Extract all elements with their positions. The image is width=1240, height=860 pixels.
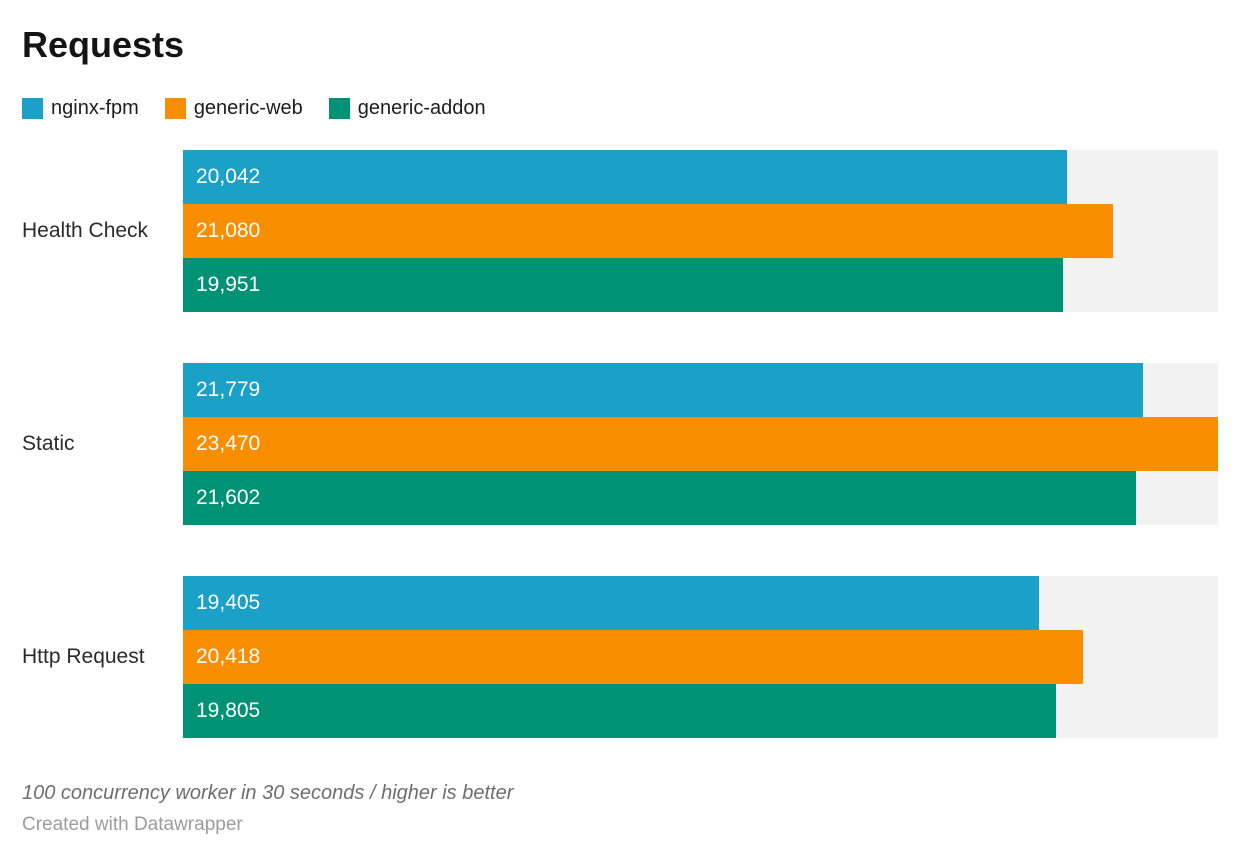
bar-value-label: 20,042	[196, 165, 261, 188]
bar-generic-web: 21,080	[183, 204, 1113, 258]
category-label: Health Check	[22, 219, 149, 242]
legend-item: nginx-fpm	[22, 97, 139, 120]
bar-generic-addon: 21,602	[183, 471, 1136, 525]
bar-track-stack: 21,779 23,470 21,602	[183, 363, 1218, 525]
bar-track: 20,418	[183, 630, 1218, 684]
bar-generic-addon: 19,805	[183, 684, 1057, 738]
bar-value-label: 21,080	[196, 219, 261, 242]
bar-value-label: 19,951	[196, 273, 261, 296]
bar-nginx-fpm: 21,779	[183, 363, 1144, 417]
bar-generic-web: 20,418	[183, 630, 1084, 684]
bar-value-label: 23,470	[196, 432, 261, 455]
bar-track: 19,405	[183, 576, 1218, 630]
note-text: 100 concurrency worker in 30 seconds / h…	[22, 782, 514, 804]
bar-track: 23,470	[183, 417, 1218, 471]
bar-generic-web: 23,470	[183, 417, 1218, 471]
bar-generic-addon: 19,951	[183, 258, 1063, 312]
bar-nginx-fpm: 19,405	[183, 576, 1039, 630]
bar-track: 19,951	[183, 258, 1218, 312]
bar-group: Http Request 19,405 20,418 19,805	[22, 576, 1218, 738]
bar-group: Health Check 20,042 21,080 19,951	[22, 150, 1218, 312]
bar-track: 21,779	[183, 363, 1218, 417]
bar-track-stack: 19,405 20,418 19,805	[183, 576, 1218, 738]
legend-item: generic-addon	[328, 96, 486, 120]
legend-item: generic-web	[164, 96, 303, 120]
bar-value-label: 19,405	[196, 591, 261, 614]
legend-swatch-icon	[164, 97, 186, 119]
bar-track: 21,602	[183, 471, 1218, 525]
legend-label: nginx-fpm	[51, 96, 139, 119]
legend-label: generic-addon	[357, 96, 486, 119]
bar-value-label: 21,602	[196, 486, 261, 509]
bar-group: Static 21,779 23,470 21,602	[22, 363, 1218, 525]
bar-nginx-fpm: 20,042	[183, 150, 1067, 204]
bar-chart: Health Check 20,042 21,080 19,951 Static 21,7…	[22, 150, 1218, 738]
bar-track: 19,805	[183, 684, 1218, 738]
legend-swatch-icon	[328, 97, 350, 119]
legend-swatch-icon	[22, 97, 43, 119]
bar-track: 21,080	[183, 204, 1218, 258]
credit-link[interactable]: Created with Datawrapper	[22, 814, 243, 835]
legend: nginx-fpm generic-web generic-addon	[22, 96, 1218, 120]
category-label: Static	[22, 432, 75, 455]
page-title: Requests	[22, 24, 185, 65]
category-label: Http Request	[22, 645, 145, 668]
bar-value-label: 19,805	[196, 699, 261, 722]
bar-track-stack: 20,042 21,080 19,951	[183, 150, 1218, 312]
legend-label: generic-web	[193, 96, 303, 119]
bar-value-label: 21,779	[196, 378, 261, 401]
bar-track: 20,042	[183, 150, 1218, 204]
bar-value-label: 20,418	[196, 645, 261, 668]
